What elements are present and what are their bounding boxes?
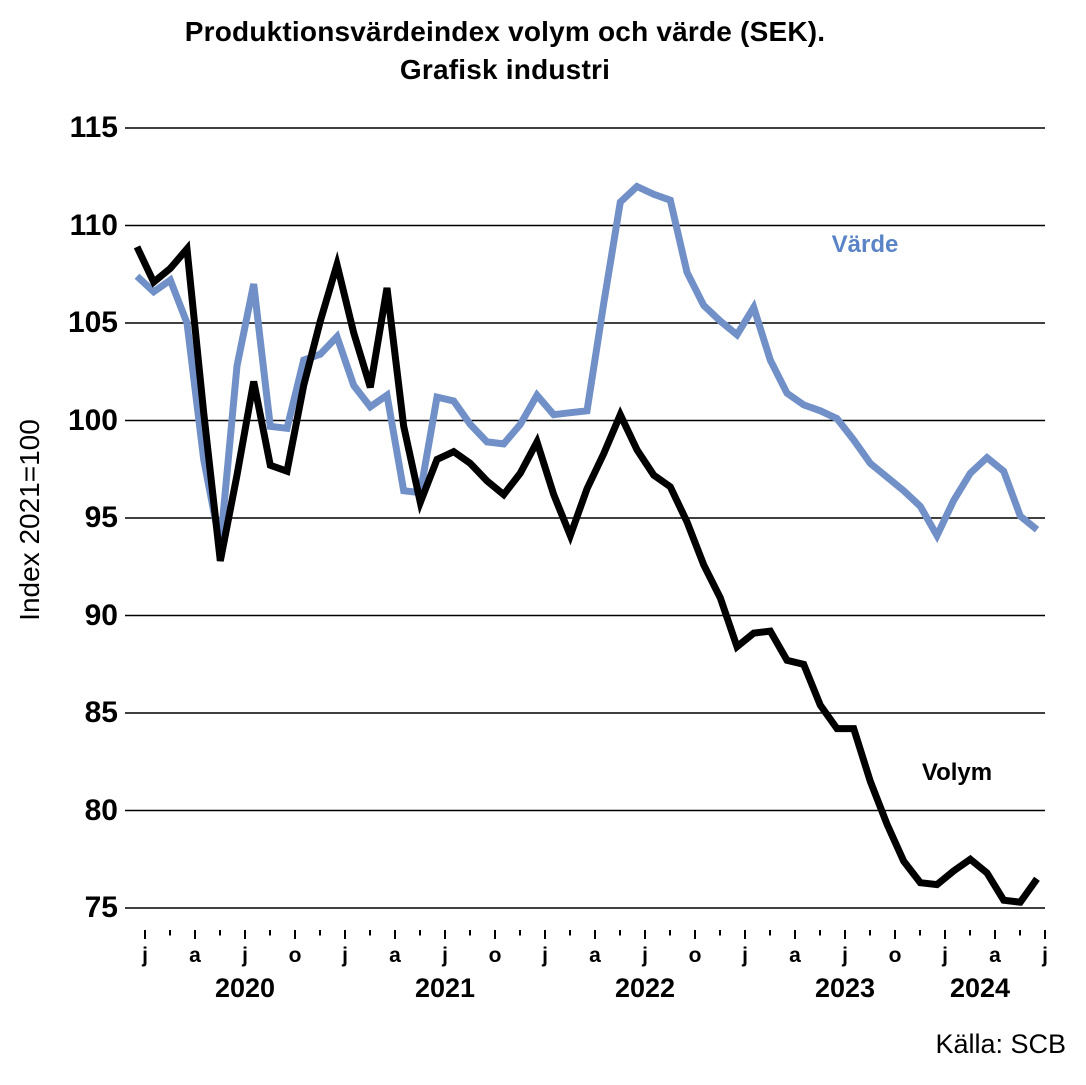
y-tick-label: 85 bbox=[84, 696, 118, 729]
source-text: Källa: SCB bbox=[935, 1029, 1066, 1059]
series-label-volym: Volym bbox=[921, 759, 993, 786]
x-tick-label: j bbox=[841, 944, 848, 967]
x-tick-label: j bbox=[241, 944, 248, 967]
y-tick-label: 90 bbox=[84, 598, 118, 632]
x-tick-label: j bbox=[141, 944, 148, 967]
year-label: 2023 bbox=[815, 973, 875, 1003]
x-tick-label: j bbox=[1041, 944, 1048, 967]
volym-line bbox=[133, 240, 1040, 906]
year-label: 2022 bbox=[615, 973, 675, 1003]
y-tick-label: 95 bbox=[84, 501, 118, 534]
x-tick-label: j bbox=[441, 944, 448, 967]
x-tick-label: o bbox=[289, 944, 302, 967]
x-tick-label: a bbox=[189, 944, 201, 967]
chart-title-line2: Grafisk industri bbox=[399, 54, 611, 85]
series-label-varde: Värde bbox=[831, 231, 899, 258]
x-tick-label: o bbox=[889, 944, 902, 967]
y-tick-label: 105 bbox=[67, 306, 118, 339]
x-tick-label: a bbox=[389, 944, 401, 967]
y-tick-label: 100 bbox=[67, 403, 118, 437]
x-tick-label: o bbox=[489, 944, 502, 967]
year-label: 2020 bbox=[215, 973, 275, 1003]
chart-title-line1: Produktionsvärdeindex volym och värde (S… bbox=[184, 16, 826, 47]
x-tick-label: j bbox=[941, 944, 948, 967]
x-tick-label: a bbox=[789, 944, 801, 967]
x-tick-label: j bbox=[641, 944, 648, 967]
vrde-line bbox=[134, 182, 1040, 546]
year-label: 2024 bbox=[950, 973, 1010, 1003]
x-tick-label: a bbox=[989, 944, 1001, 967]
y-tick-label: 75 bbox=[84, 891, 118, 924]
x-tick-label: a bbox=[589, 944, 601, 967]
y-tick-label: 110 bbox=[69, 208, 118, 242]
y-tick-label: 115 bbox=[69, 111, 118, 144]
x-tick-label: j bbox=[541, 944, 548, 967]
y-tick-label: 80 bbox=[84, 793, 118, 827]
year-label: 2021 bbox=[415, 973, 475, 1003]
x-tick-label: j bbox=[341, 944, 348, 967]
x-tick-label: o bbox=[689, 944, 702, 967]
x-tick-label: j bbox=[741, 944, 748, 967]
